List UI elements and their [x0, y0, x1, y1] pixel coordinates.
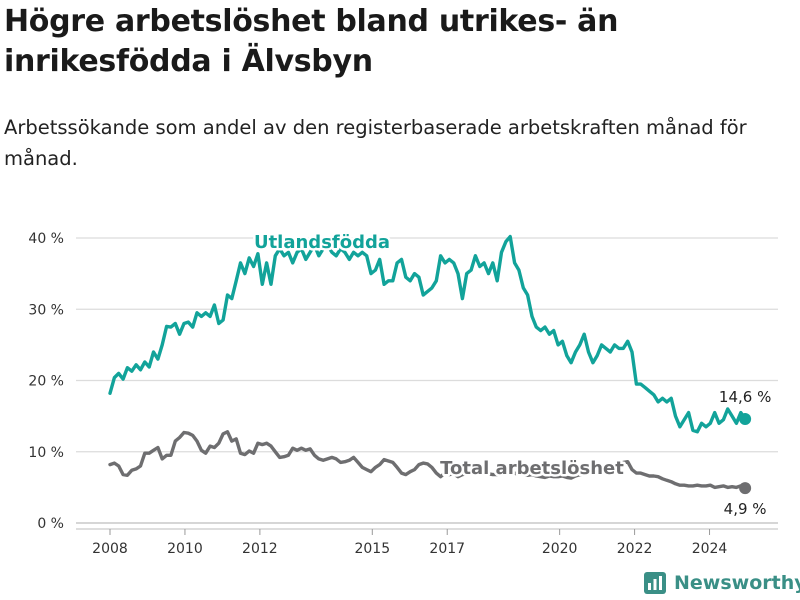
series-lines [108, 234, 752, 495]
brand-name: Newsworthy [674, 572, 800, 594]
x-tick-label: 2020 [542, 541, 578, 557]
x-tick-label: 2012 [242, 541, 278, 557]
y-tick-label: 40 % [28, 231, 64, 247]
x-tick-label: 2008 [92, 541, 128, 557]
newsworthy-icon [644, 572, 666, 594]
series-labels: Utlandsfödda Total arbetslöshet 14,6 % 4,9 … [251, 230, 771, 519]
y-tick-label: 20 % [28, 374, 64, 390]
x-tick-label: 2015 [354, 541, 390, 557]
gridlines [76, 237, 778, 524]
x-tick-label: 2022 [617, 541, 653, 557]
total-line-end-point [739, 482, 752, 495]
x-tick-label: 2024 [692, 541, 728, 557]
axes: 0 % 10 % 20 % 30 % 40 % 2008 2010 2012 2015 2017 2… [28, 231, 778, 557]
y-tick-label: 10 % [28, 445, 64, 461]
x-tick-label: 2017 [429, 541, 465, 557]
end-label-total: 4,9 % [724, 500, 767, 518]
end-label-foreign-born: 14,6 % [719, 388, 771, 406]
chart-title: Högre arbetslöshet bland utrikes- än inr… [4, 4, 619, 79]
series-label-foreign-born: Utlandsfödda [254, 232, 390, 253]
y-tick-label: 30 % [28, 302, 64, 318]
chart-subtitle: Arbetssökande som andel av den registerb… [4, 116, 747, 170]
foreign-born-line-end-point [739, 412, 752, 425]
total-line [108, 430, 747, 490]
series-label-total: Total arbetslöshet [440, 458, 624, 479]
brand-logo: Newsworthy [644, 569, 800, 597]
x-tick-label: 2010 [167, 541, 203, 557]
y-tick-label: 0 % [37, 516, 64, 532]
foreign-born-line [108, 234, 747, 434]
